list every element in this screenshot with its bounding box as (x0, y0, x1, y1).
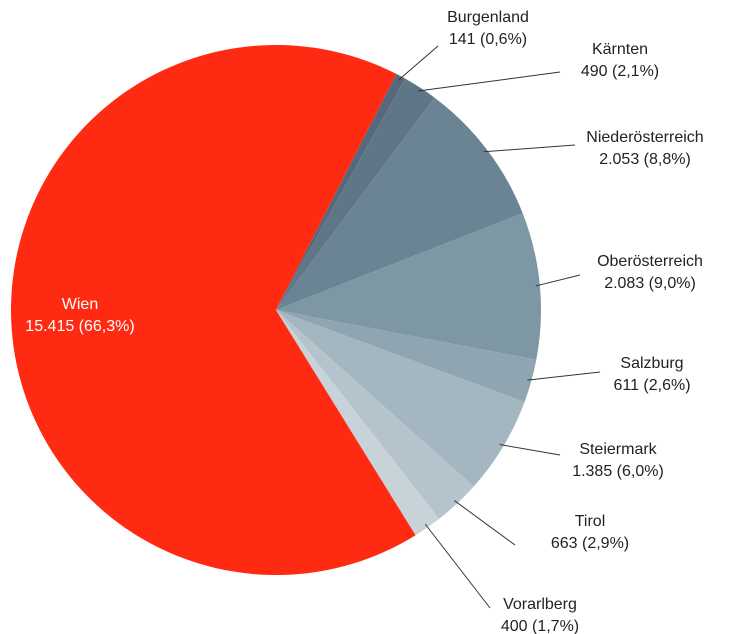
pie-slice (276, 213, 541, 360)
leader-line (535, 274, 581, 287)
slice-value: 2.053 (8,8%) (599, 151, 691, 168)
slice-name: Tirol (575, 513, 606, 530)
slice-value: 663 (2,9%) (551, 535, 629, 552)
pie-slice (11, 44, 416, 575)
pie-slice (276, 310, 440, 536)
leader-line (398, 45, 439, 81)
slice-value: 400 (1,7%) (501, 618, 579, 634)
leader-line (499, 444, 561, 456)
pie-slice (276, 310, 525, 487)
slice-value: 490 (2,1%) (581, 63, 659, 80)
pie-slice (276, 73, 406, 310)
leader-line (454, 500, 516, 546)
pie-slice (276, 310, 537, 402)
slice-value: 2.083 (9,0%) (604, 275, 696, 292)
pie-slice (276, 97, 523, 310)
slice-name: Kärnten (592, 41, 648, 58)
slice-value: 1.385 (6,0%) (572, 463, 664, 480)
slice-name: Steiermark (579, 441, 657, 458)
slice-value: 611 (2,6%) (613, 377, 690, 394)
leader-line (483, 144, 576, 153)
slice-name: Wien (62, 296, 98, 313)
leader-line (527, 371, 601, 381)
slice-value: 141 (0,6%) (449, 31, 527, 48)
slice-name: Burgenland (447, 9, 529, 26)
slice-name: Niederösterreich (586, 129, 703, 146)
slice-name: Oberösterreich (597, 253, 703, 270)
leader-line (418, 71, 561, 92)
slice-name: Vorarlberg (503, 596, 577, 613)
slice-name: Salzburg (620, 355, 683, 372)
pie-slice (276, 78, 435, 311)
slice-value: 15.415 (66,3%) (25, 318, 134, 335)
leader-line (424, 523, 491, 609)
pie-slice (276, 310, 474, 519)
